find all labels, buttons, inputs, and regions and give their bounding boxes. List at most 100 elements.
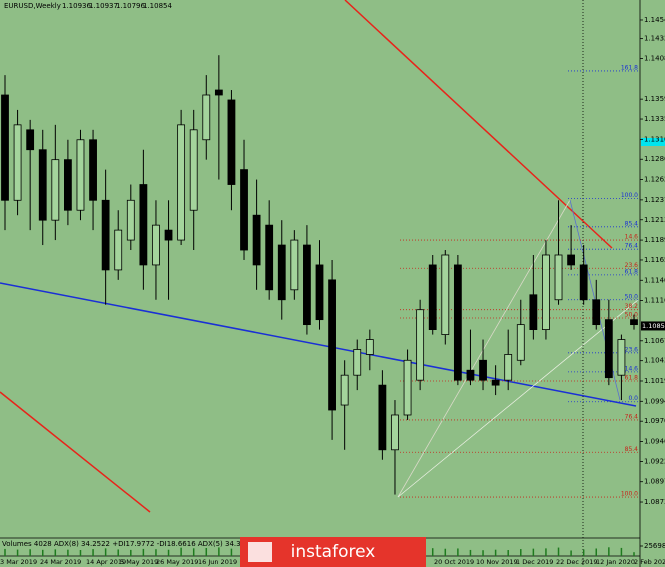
- candle-body: [542, 254, 550, 330]
- candle-body: [114, 229, 123, 271]
- candle-body: [579, 264, 588, 301]
- y-tick-label: 1.09705: [644, 417, 665, 425]
- candle-body: [202, 94, 211, 141]
- y-tick-label: 1.09460: [644, 438, 665, 446]
- candle-body: [152, 224, 160, 266]
- candle-body: [466, 369, 475, 381]
- y-tick-label: 1.10435: [644, 357, 665, 365]
- candle-body: [189, 129, 198, 211]
- candle-body: [38, 149, 47, 221]
- fib-label: 14.6: [625, 365, 639, 372]
- y-tick-label: 1.09220: [644, 457, 665, 465]
- candle-body: [315, 264, 324, 321]
- x-tick-label: 20 Oct 2019: [434, 558, 474, 566]
- candle-body: [51, 159, 60, 221]
- y-tick-label: 1.08975: [644, 478, 665, 486]
- candle-body: [453, 264, 462, 381]
- candle-body: [340, 374, 349, 406]
- x-tick-label: 3 Mar 2019: [0, 558, 37, 566]
- watermark: instaforex: [291, 542, 376, 562]
- y-tick-label: 1.13590: [644, 95, 665, 103]
- symbol: EURUSD,Weekly: [4, 2, 61, 10]
- trend-line: [397, 299, 639, 498]
- fib-label: 23.6: [625, 346, 639, 353]
- fib-label: 161.8: [621, 64, 638, 71]
- x-tick-label: 26 May 2019: [156, 558, 198, 566]
- y-tick-label: 1.14545: [644, 16, 665, 24]
- quote-value: 1.10937: [89, 2, 118, 10]
- fib-label: 76.4: [625, 413, 639, 420]
- price-highlight: [641, 138, 665, 146]
- trend-line: [344, 0, 613, 249]
- candle-body: [13, 124, 22, 201]
- candle-body: [290, 239, 299, 291]
- candle-body: [214, 89, 223, 96]
- indicator-header: Volumes 4028 ADX(8) 34.2522 +DI17.9772 -…: [2, 540, 340, 548]
- x-tick-label: 16 Jun 2019: [198, 558, 237, 566]
- y-tick-label: 1.12375: [644, 196, 665, 204]
- candle-body: [277, 244, 286, 301]
- y-tick-label: 1.08730: [644, 498, 665, 506]
- fib-label: 100.0: [621, 192, 638, 199]
- candle-body: [76, 139, 85, 211]
- candle-body: [26, 129, 35, 151]
- y-tick-label: 1.12865: [644, 155, 665, 163]
- candle-body: [164, 229, 173, 241]
- fib-label: 50.0: [625, 293, 639, 300]
- fib-label: 76.4: [625, 243, 639, 250]
- candle-body: [64, 159, 72, 211]
- candle-body: [479, 359, 487, 381]
- candle-body: [554, 254, 563, 301]
- y-tick-label: 1.10675: [644, 337, 665, 345]
- y-tick-label: 1.14080: [644, 55, 665, 63]
- candle-body: [101, 199, 110, 271]
- candle-body: [592, 299, 601, 326]
- fib-label: 38.2: [625, 303, 639, 310]
- y-tick-label: 1.13350: [644, 115, 665, 123]
- y-tick-label: 1.11405: [644, 276, 665, 284]
- candle-body: [391, 414, 399, 451]
- fib-label: 100.0: [621, 491, 638, 498]
- current-price-box: [641, 321, 665, 331]
- x-tick-label: 24 Mar 2019: [40, 558, 81, 566]
- candle-body: [403, 359, 412, 416]
- x-tick-label: 1 Dec 2019: [516, 558, 553, 566]
- candle-body: [365, 339, 374, 355]
- candle-body: [353, 349, 362, 376]
- y-tick-label: 1.09945: [644, 397, 665, 405]
- candle-body: [328, 279, 336, 411]
- candle-body: [416, 309, 425, 381]
- fib-label: 23.6: [625, 262, 639, 269]
- candle-body: [604, 319, 613, 379]
- watermark-icon: [248, 542, 272, 562]
- y-tick-label: 1.12135: [644, 216, 665, 224]
- candle-body: [567, 254, 575, 266]
- fib-label: 0.0: [628, 395, 638, 402]
- candle-body: [617, 339, 626, 376]
- fib-label: 61.8: [625, 374, 639, 381]
- x-tick-label: 14 Apr 2019: [86, 558, 126, 566]
- trend-line: [397, 199, 571, 498]
- x-tick-label: 22 Dec 2019: [556, 558, 598, 566]
- x-tick-label: 10 Nov 2019: [476, 558, 518, 566]
- candle-body: [516, 324, 525, 361]
- quote-value: 1.10854: [143, 2, 172, 10]
- fib-label: 85.4: [625, 446, 639, 453]
- trend-line: [0, 391, 151, 513]
- candle-body: [428, 264, 437, 330]
- quote-value: 1.10796: [116, 2, 145, 10]
- x-tick-label: 5 May 2019: [120, 558, 158, 566]
- quote-value: 1.10936: [62, 2, 91, 10]
- candle-body: [303, 244, 311, 326]
- candle-body: [177, 124, 186, 241]
- y-tick-label: 1.13105: [644, 135, 665, 143]
- volume-tick-label: 25698: [644, 542, 665, 550]
- y-tick-label: 1.11890: [644, 236, 665, 244]
- y-tick-label: 1.11650: [644, 256, 665, 264]
- current-price-label: 1.10854: [642, 322, 665, 330]
- candle-body: [240, 169, 248, 251]
- y-tick-label: 1.12620: [644, 176, 665, 184]
- candle-body: [126, 199, 135, 241]
